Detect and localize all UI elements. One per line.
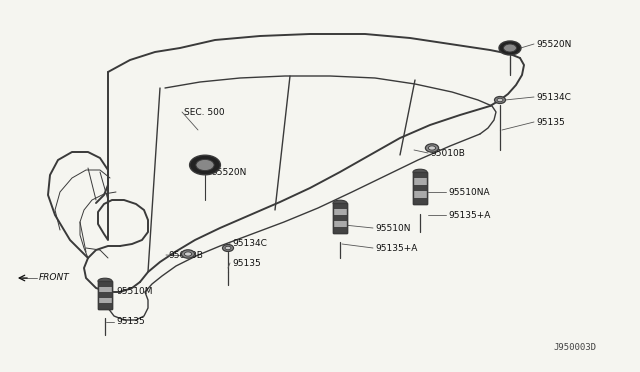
Ellipse shape [181, 250, 195, 258]
Ellipse shape [223, 244, 234, 251]
Bar [333, 227, 347, 233]
Ellipse shape [495, 96, 506, 103]
Ellipse shape [189, 155, 220, 175]
Ellipse shape [499, 41, 521, 55]
Text: 95135: 95135 [116, 317, 145, 327]
Text: 95135+A: 95135+A [375, 244, 417, 253]
Text: 95520N: 95520N [536, 39, 572, 48]
Bar [98, 298, 112, 304]
Bar [413, 172, 427, 179]
Ellipse shape [504, 44, 516, 52]
Text: 95010B: 95010B [168, 250, 203, 260]
Ellipse shape [184, 252, 191, 256]
FancyBboxPatch shape [413, 172, 427, 204]
Bar [333, 203, 347, 209]
Text: 95134C: 95134C [536, 93, 571, 102]
Bar [413, 198, 427, 204]
Text: 95135: 95135 [232, 259, 260, 267]
Bar [98, 292, 112, 298]
Ellipse shape [413, 169, 427, 175]
Ellipse shape [196, 159, 214, 171]
Bar [333, 221, 347, 227]
FancyBboxPatch shape [333, 203, 347, 233]
Bar [413, 185, 427, 191]
Text: FRONT: FRONT [39, 273, 70, 282]
Ellipse shape [497, 98, 503, 102]
Bar [98, 286, 112, 292]
Bar [333, 215, 347, 221]
Text: 95010B: 95010B [430, 148, 465, 157]
Bar [98, 281, 112, 286]
Bar [333, 209, 347, 215]
Ellipse shape [428, 146, 436, 150]
FancyBboxPatch shape [98, 281, 112, 309]
Text: 95510NA: 95510NA [448, 187, 490, 196]
Text: 95134C: 95134C [232, 238, 267, 247]
Text: 95510M: 95510M [116, 288, 152, 296]
Bar [413, 179, 427, 185]
Text: J950003D: J950003D [553, 343, 596, 352]
Bar [98, 304, 112, 309]
Text: SEC. 500: SEC. 500 [184, 108, 225, 116]
Ellipse shape [333, 200, 347, 206]
Bar [413, 191, 427, 198]
Text: 95520N: 95520N [211, 167, 246, 176]
Ellipse shape [98, 278, 112, 284]
Text: 95510N: 95510N [375, 224, 410, 232]
Text: 95135: 95135 [536, 118, 564, 126]
Ellipse shape [426, 144, 438, 152]
Text: 95135+A: 95135+A [448, 211, 490, 219]
Ellipse shape [225, 246, 231, 250]
